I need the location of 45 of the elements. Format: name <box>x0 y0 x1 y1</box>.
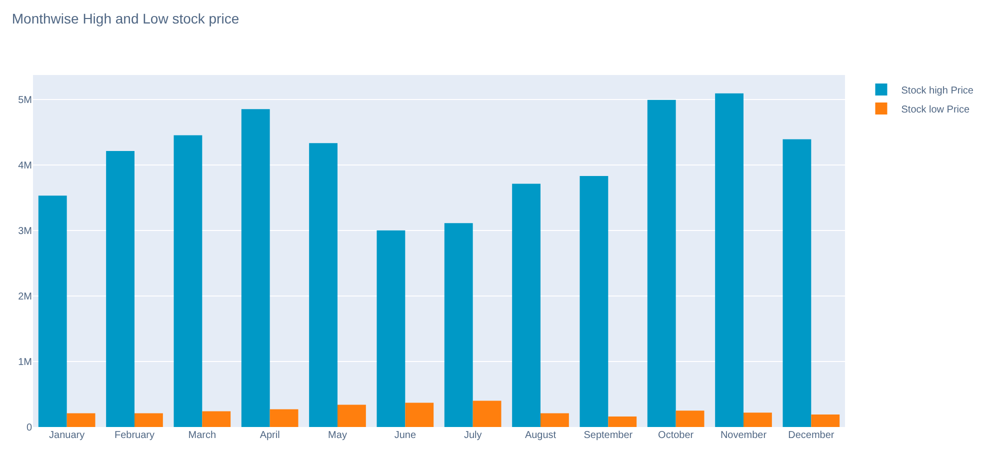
bar <box>540 413 569 427</box>
bar <box>376 230 406 427</box>
x-tick-label: September <box>584 430 634 441</box>
bar <box>106 151 134 427</box>
x-tick-label: April <box>260 430 280 441</box>
bar <box>338 404 366 427</box>
bar <box>512 184 540 427</box>
y-tick-label: 3M <box>18 226 32 237</box>
bar <box>472 400 502 427</box>
bar <box>580 176 608 427</box>
bar <box>66 413 96 427</box>
bar <box>676 410 704 427</box>
x-tick-label: February <box>114 430 155 441</box>
x-tick-label: October <box>658 430 694 441</box>
y-tick-label: 0 <box>26 422 32 434</box>
bar <box>270 409 298 427</box>
y-tick-label: 2M <box>18 291 32 302</box>
x-tick-label: July <box>464 430 482 441</box>
chart-title: Monthwise High and Low stock price <box>12 10 240 26</box>
x-tick-label: November <box>720 430 768 441</box>
bar <box>782 139 812 427</box>
x-tick-label: March <box>188 430 216 441</box>
bar <box>202 411 231 427</box>
bar <box>174 135 202 427</box>
bar <box>608 416 637 427</box>
bar <box>241 109 270 427</box>
bar <box>405 402 434 427</box>
x-tick-label: January <box>49 430 85 441</box>
x-tick-label: December <box>788 430 835 441</box>
bar <box>38 196 67 427</box>
bar <box>134 413 163 427</box>
y-tick-label: 5M <box>18 94 32 106</box>
x-tick-label: June <box>394 430 416 441</box>
bar <box>444 223 473 427</box>
x-tick-label: May <box>328 430 347 441</box>
bar <box>811 414 840 427</box>
bar <box>744 412 772 427</box>
bar <box>309 143 338 427</box>
x-tick-label: August <box>524 430 556 441</box>
legend-label: Stock low Price <box>901 104 970 116</box>
y-tick-label: 4M <box>18 160 32 172</box>
bar <box>715 93 744 427</box>
y-tick-label: 1M <box>18 356 32 368</box>
legend-label: Stock high Price <box>901 85 974 96</box>
bar <box>647 100 676 427</box>
